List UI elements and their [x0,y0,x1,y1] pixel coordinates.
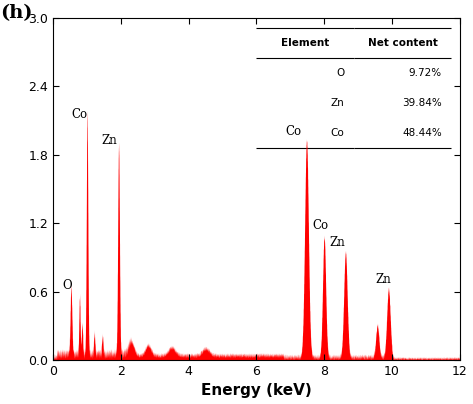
Text: Co: Co [286,125,302,138]
X-axis label: Energy (keV): Energy (keV) [201,383,312,398]
Text: O: O [62,279,72,292]
Text: Co: Co [71,107,88,121]
Text: Zn: Zn [329,236,345,249]
Text: (h): (h) [0,4,33,22]
Text: Co: Co [313,219,329,232]
Text: Zn: Zn [376,273,391,286]
Text: Zn: Zn [101,134,117,147]
